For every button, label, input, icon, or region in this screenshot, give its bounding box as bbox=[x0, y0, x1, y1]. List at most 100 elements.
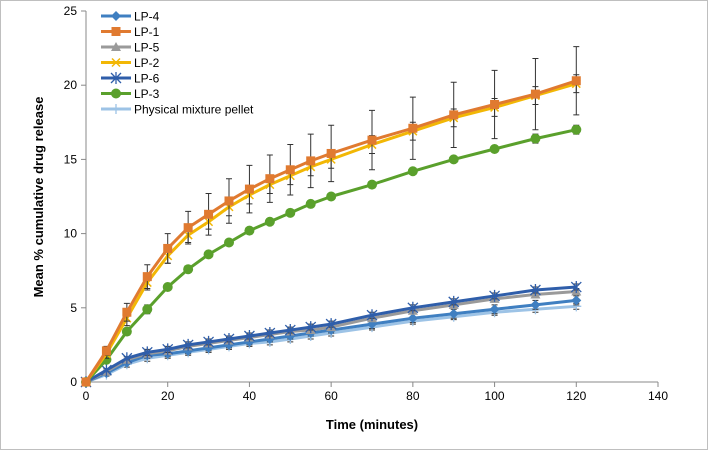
data-point bbox=[367, 135, 377, 145]
data-point bbox=[264, 216, 275, 227]
legend-marker bbox=[111, 27, 121, 36]
x-tick-label: 120 bbox=[566, 389, 586, 403]
data-point bbox=[530, 299, 541, 310]
data-point bbox=[325, 318, 337, 331]
data-point bbox=[244, 225, 255, 236]
data-point bbox=[529, 283, 541, 296]
series-lp-3 bbox=[81, 124, 582, 387]
legend-item: LP-2 bbox=[101, 56, 160, 70]
data-point bbox=[366, 309, 378, 322]
data-point bbox=[306, 156, 316, 166]
data-point bbox=[224, 196, 234, 206]
legend-label: LP-1 bbox=[134, 25, 160, 39]
data-point bbox=[224, 237, 234, 248]
data-point bbox=[203, 249, 214, 260]
legend-label: LP-3 bbox=[134, 87, 160, 101]
y-tick-label: 10 bbox=[64, 227, 78, 241]
legend-label: LP-4 bbox=[134, 10, 160, 24]
series-lp-4 bbox=[81, 295, 582, 387]
data-point bbox=[490, 99, 500, 109]
legend-item: LP-5 bbox=[101, 41, 160, 55]
data-point bbox=[571, 124, 582, 135]
data-point bbox=[448, 308, 459, 319]
legend-marker bbox=[111, 57, 121, 68]
data-point bbox=[101, 346, 111, 356]
y-tick-label: 15 bbox=[64, 152, 78, 166]
data-point bbox=[571, 76, 581, 86]
x-tick-label: 0 bbox=[83, 389, 90, 403]
legend-marker bbox=[111, 88, 121, 99]
data-point bbox=[243, 329, 255, 342]
legend-item: LP-6 bbox=[101, 72, 160, 86]
data-point bbox=[367, 179, 377, 190]
legend-item: LP-3 bbox=[101, 87, 160, 101]
series-lp-1 bbox=[81, 46, 581, 387]
legend-label: Physical mixture pellet bbox=[134, 103, 254, 117]
legend-marker bbox=[111, 104, 121, 114]
data-point bbox=[326, 148, 336, 158]
data-point bbox=[182, 338, 194, 351]
data-point bbox=[570, 281, 582, 294]
y-axis-title: Mean % cumulative drug release bbox=[31, 97, 46, 298]
data-point bbox=[162, 343, 174, 356]
data-point bbox=[530, 133, 541, 144]
x-tick-label: 60 bbox=[324, 389, 338, 403]
data-point bbox=[223, 332, 235, 345]
x-tick-label: 80 bbox=[406, 389, 420, 403]
data-point bbox=[489, 304, 500, 315]
data-point bbox=[162, 282, 173, 293]
data-point bbox=[407, 313, 418, 324]
series-line bbox=[85, 304, 577, 384]
x-tick-label: 140 bbox=[648, 389, 668, 403]
series-physical-mixture-pellet bbox=[81, 301, 582, 387]
data-point bbox=[183, 223, 193, 233]
y-tick-label: 20 bbox=[64, 78, 78, 92]
data-point bbox=[122, 307, 132, 317]
data-point bbox=[121, 326, 132, 337]
legend-item: Physical mixture pellet bbox=[101, 103, 254, 117]
data-point bbox=[305, 321, 317, 334]
legend-marker bbox=[110, 72, 122, 84]
data-point bbox=[183, 264, 194, 275]
legend-item: LP-4 bbox=[101, 10, 160, 24]
data-point bbox=[407, 301, 419, 314]
data-point bbox=[284, 324, 296, 337]
x-tick-label: 20 bbox=[161, 389, 175, 403]
legend-label: LP-6 bbox=[134, 72, 160, 86]
legend-marker bbox=[111, 42, 121, 51]
data-point bbox=[448, 295, 460, 308]
data-point bbox=[408, 123, 418, 133]
data-point bbox=[265, 174, 275, 184]
x-tick-label: 40 bbox=[243, 389, 257, 403]
legend-marker bbox=[111, 11, 121, 21]
data-point bbox=[285, 165, 295, 175]
data-point bbox=[530, 89, 540, 99]
data-point bbox=[163, 243, 173, 253]
data-point bbox=[448, 154, 459, 165]
x-axis-title: Time (minutes) bbox=[326, 417, 418, 432]
x-tick-label: 100 bbox=[485, 389, 505, 403]
data-point bbox=[326, 191, 337, 202]
legend-label: LP-2 bbox=[134, 56, 160, 70]
data-point bbox=[203, 335, 215, 348]
series-lp-2 bbox=[81, 74, 581, 387]
data-point bbox=[204, 209, 214, 219]
y-tick-label: 0 bbox=[70, 375, 77, 389]
data-point bbox=[407, 166, 418, 177]
data-point bbox=[264, 327, 276, 340]
y-tick-label: 5 bbox=[70, 301, 77, 315]
data-point bbox=[305, 198, 316, 209]
data-point bbox=[244, 184, 254, 194]
y-tick-label: 25 bbox=[64, 4, 78, 18]
data-point bbox=[121, 352, 133, 365]
data-point bbox=[285, 207, 296, 218]
legend-label: LP-5 bbox=[134, 41, 160, 55]
data-point bbox=[100, 364, 112, 377]
data-point bbox=[141, 346, 153, 359]
data-point bbox=[142, 272, 152, 282]
data-point bbox=[142, 304, 153, 315]
data-point bbox=[571, 295, 582, 306]
data-point bbox=[449, 110, 459, 120]
